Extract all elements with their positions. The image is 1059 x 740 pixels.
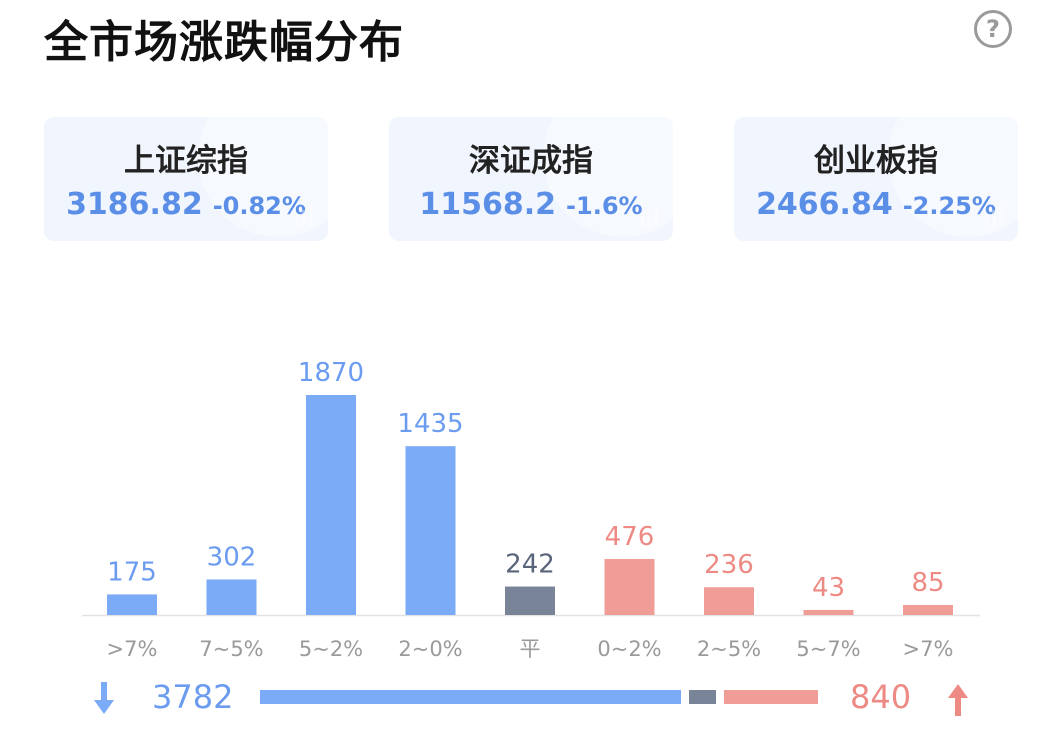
- bar-flat-4[interactable]: [505, 586, 555, 615]
- down-ratio-bar: [260, 690, 682, 704]
- index-change: -1.6%: [566, 192, 643, 220]
- index-card-sse[interactable]: 上证综指 3186.82 -0.82%: [44, 117, 328, 241]
- up-total: 840: [850, 678, 912, 716]
- down-total: 3782: [152, 678, 234, 716]
- index-name: 创业板指: [814, 143, 938, 179]
- data-label: 476: [605, 522, 655, 552]
- arrow-up-icon: [948, 684, 968, 716]
- category-label: 2~5%: [697, 637, 761, 661]
- category-label: 7~5%: [199, 637, 263, 661]
- index-name: 上证综指: [124, 143, 248, 179]
- data-label: 1870: [298, 358, 364, 388]
- data-label: 43: [812, 573, 845, 603]
- index-card-szse[interactable]: 深证成指 11568.2 -1.6%: [389, 117, 673, 241]
- category-label: 5~7%: [796, 637, 860, 661]
- category-label: 0~2%: [597, 637, 661, 661]
- data-label: 302: [207, 542, 257, 572]
- bar-up-5[interactable]: [604, 559, 655, 615]
- bar-up-6[interactable]: [704, 587, 754, 615]
- index-price: 2466.84: [756, 187, 893, 222]
- trend-icon: [985, 205, 1003, 227]
- bar-down-2[interactable]: [306, 395, 356, 615]
- category-label: 平: [520, 637, 541, 661]
- trend-icon: [295, 205, 313, 227]
- bar-up-7[interactable]: [803, 609, 854, 615]
- category-label: >7%: [903, 637, 954, 661]
- category-label: 5~2%: [299, 637, 363, 661]
- trend-icon: [640, 205, 658, 227]
- distribution-chart: 175 >7% 302 7~5% 1870 5~2% 1435 2~0% 242 平 476 0~2%…: [82, 358, 980, 661]
- category-label: >7%: [107, 637, 158, 661]
- index-change: -2.25%: [902, 192, 996, 220]
- up-ratio-bar: [724, 690, 818, 704]
- index-name: 深证成指: [469, 143, 593, 179]
- category-label: 2~0%: [398, 637, 462, 661]
- data-label: 236: [704, 550, 754, 580]
- index-change: -0.82%: [212, 192, 306, 220]
- data-label: 1435: [397, 409, 463, 439]
- bar-down-0[interactable]: [107, 594, 157, 615]
- data-label: 175: [107, 557, 157, 587]
- arrow-down-icon: [94, 682, 114, 714]
- bar-down-1[interactable]: [206, 579, 257, 615]
- index-price: 3186.82: [66, 187, 203, 222]
- page-title: 全市场涨跌幅分布: [44, 17, 404, 68]
- index-price: 11568.2: [419, 187, 557, 222]
- data-label: 85: [911, 568, 944, 598]
- bar-up-8[interactable]: [903, 605, 953, 615]
- data-label: 242: [505, 550, 555, 580]
- help-icon[interactable]: ?: [974, 10, 1012, 48]
- index-card-chinext[interactable]: 创业板指 2466.84 -2.25%: [734, 117, 1018, 241]
- bar-down-3[interactable]: [405, 446, 456, 615]
- flat-ratio-bar: [689, 690, 717, 704]
